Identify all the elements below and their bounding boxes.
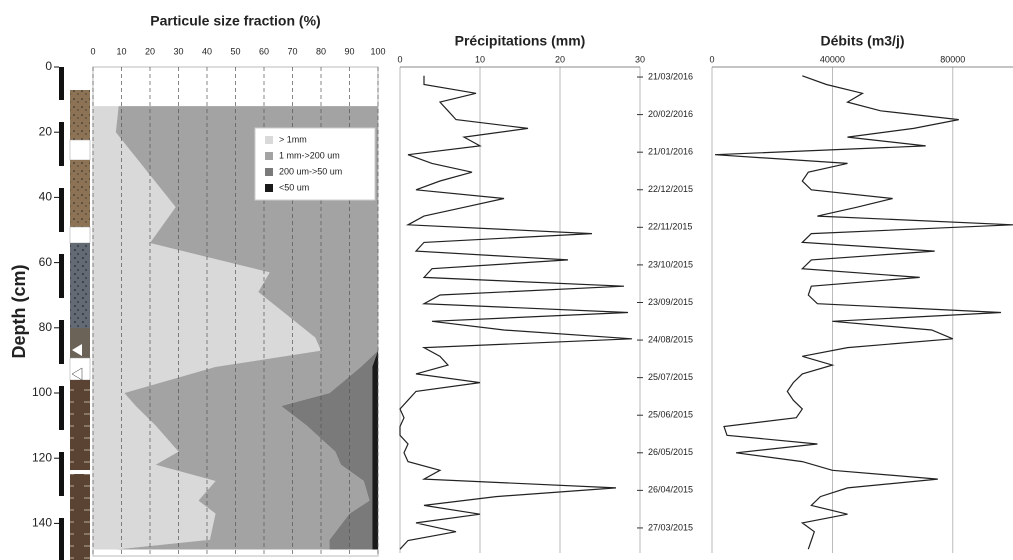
x-tick-label: 100 bbox=[370, 46, 385, 56]
area-segment bbox=[372, 106, 378, 550]
ruler-segment bbox=[59, 166, 64, 188]
layer bbox=[69, 139, 91, 161]
layer bbox=[69, 226, 91, 244]
area-segment bbox=[281, 106, 378, 550]
y-tick-label: 23/09/2015 bbox=[648, 297, 693, 307]
y-tick-label: 22/12/2015 bbox=[648, 184, 693, 194]
lithology-column bbox=[59, 67, 91, 560]
legend-label: <50 um bbox=[279, 182, 309, 192]
y-tick-label: 25/07/2015 bbox=[648, 372, 693, 382]
y-tick-label: 21/03/2016 bbox=[648, 71, 693, 81]
x-tick-label: 10 bbox=[475, 54, 485, 64]
chart-title: Précipitations (mm) bbox=[455, 33, 586, 49]
x-tick-label: 0 bbox=[90, 46, 95, 56]
ruler-segment bbox=[59, 364, 64, 386]
y-tick-label: 20/02/2016 bbox=[648, 109, 693, 119]
x-tick-label: 0 bbox=[397, 54, 402, 64]
y-axis-title: Depth (cm) bbox=[9, 264, 29, 358]
y-tick-label: 60 bbox=[39, 255, 53, 269]
ruler-segment bbox=[59, 298, 64, 320]
y-tick-label: 22/11/2015 bbox=[648, 222, 692, 232]
x-tick-label: 50 bbox=[230, 46, 240, 56]
chart-title: Particule size fraction (%) bbox=[150, 13, 320, 29]
x-tick-label: 0 bbox=[709, 54, 714, 64]
area-segment bbox=[115, 106, 379, 550]
legend-label: 200 um->50 um bbox=[279, 166, 342, 176]
x-tick-label: 40000 bbox=[820, 54, 845, 64]
layer bbox=[70, 160, 90, 227]
legend-label: > 1mm bbox=[279, 134, 307, 144]
x-tick-label: 80000 bbox=[940, 54, 965, 64]
x-tick-label: 30 bbox=[635, 54, 645, 64]
legend-swatch bbox=[265, 136, 273, 144]
y-tick-label: 40 bbox=[39, 190, 53, 204]
legend-box bbox=[254, 127, 376, 201]
data-line bbox=[399, 75, 633, 550]
x-tick-label: 70 bbox=[287, 46, 297, 56]
y-tick-label: 26/04/2015 bbox=[648, 485, 693, 495]
y-tick-label: 25/06/2015 bbox=[648, 410, 693, 420]
x-tick-label: 20 bbox=[145, 46, 155, 56]
x-tick-label: 40 bbox=[202, 46, 212, 56]
x-tick-label: 80 bbox=[316, 46, 326, 56]
legend-swatch bbox=[265, 184, 273, 192]
y-tick-label: 21/01/2016 bbox=[648, 147, 693, 157]
y-tick-label: 23/10/2015 bbox=[648, 259, 693, 269]
marker bbox=[71, 367, 83, 381]
layer bbox=[70, 90, 90, 140]
y-tick-label: 80 bbox=[39, 320, 53, 334]
y-tick-label: 24/08/2015 bbox=[648, 334, 693, 344]
layer bbox=[70, 243, 90, 328]
ruler-segment bbox=[59, 496, 64, 518]
y-tick-label: 120 bbox=[32, 450, 52, 464]
y-tick-label: 100 bbox=[32, 385, 52, 399]
ruler-segment bbox=[59, 100, 64, 122]
x-tick-label: 30 bbox=[173, 46, 183, 56]
ruler-segment bbox=[59, 232, 64, 254]
marker bbox=[72, 344, 82, 356]
layer bbox=[70, 470, 90, 474]
legend-label: 1 mm->200 um bbox=[279, 150, 340, 160]
y-tick-label: 140 bbox=[32, 516, 52, 530]
ruler-segment bbox=[59, 430, 64, 452]
x-tick-label: 90 bbox=[344, 46, 354, 56]
data-line bbox=[714, 75, 1013, 550]
y-tick-label: 20 bbox=[39, 124, 53, 138]
y-tick-label: 27/03/2015 bbox=[648, 522, 693, 532]
x-tick-label: 10 bbox=[116, 46, 126, 56]
legend-swatch bbox=[265, 168, 273, 176]
x-tick-label: 60 bbox=[259, 46, 269, 56]
y-tick-label: 0 bbox=[45, 59, 52, 73]
x-tick-label: 20 bbox=[555, 54, 565, 64]
chart-title: Débits (m3/j) bbox=[820, 33, 904, 49]
y-tick-label: 26/05/2015 bbox=[648, 447, 693, 457]
legend-swatch bbox=[265, 152, 273, 160]
